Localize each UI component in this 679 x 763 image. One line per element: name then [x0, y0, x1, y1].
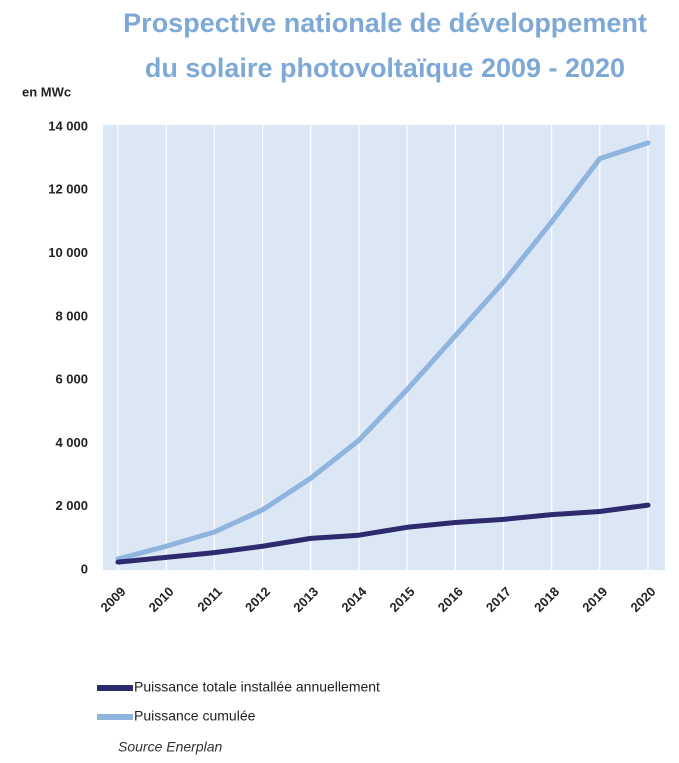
y-tick-label: 0: [81, 561, 88, 576]
y-axis-label: en MWc: [22, 84, 71, 99]
legend-label: Puissance totale installée annuellement: [134, 679, 380, 695]
chart-title: Prospective nationale de développement: [123, 8, 647, 38]
y-tick-label: 12 000: [48, 182, 88, 197]
source: Source Enerplan: [118, 739, 223, 755]
x-tick-label: 2012: [242, 584, 273, 615]
x-tick-label: 2017: [483, 584, 514, 615]
y-tick-label: 10 000: [48, 245, 88, 260]
x-tick-label: 2011: [194, 584, 225, 615]
x-tick-label: 2016: [435, 584, 466, 615]
y-tick-label: 4 000: [55, 435, 88, 450]
x-tick-label: 2015: [387, 584, 418, 615]
x-tick-label: 2019: [579, 584, 610, 615]
legend-label: Puissance cumulée: [134, 708, 256, 724]
y-tick-label: 2 000: [55, 498, 88, 513]
x-tick-label: 2009: [97, 584, 128, 615]
x-tick-label: 2014: [338, 583, 370, 615]
x-tick-label: 2013: [290, 584, 321, 615]
y-tick-label: 14 000: [48, 118, 88, 133]
x-tick-label: 2018: [531, 584, 562, 615]
y-tick-label: 8 000: [55, 308, 88, 323]
line: [115, 140, 651, 562]
line: [115, 502, 651, 565]
plot-area: [103, 125, 665, 570]
chart-title: du solaire photovoltaïque 2009 - 2020: [145, 53, 625, 83]
y-tick-label: 6 000: [55, 372, 88, 387]
x-tick-label: 2020: [627, 584, 658, 615]
x-tick-label: 2010: [146, 584, 177, 615]
